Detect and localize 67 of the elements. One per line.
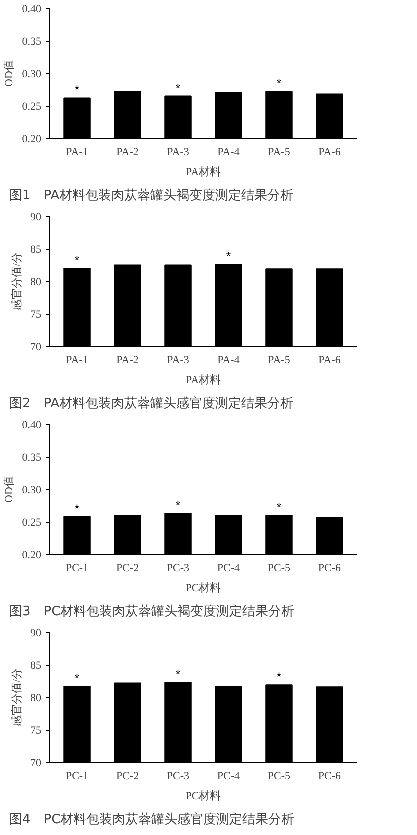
- annotation: *: [276, 76, 282, 91]
- annotation: *: [276, 500, 282, 514]
- x-tick-label: PC-2: [116, 562, 140, 574]
- text: 图4 PC材料包装肉苁蓉罐头感官度测定结果分析: [10, 812, 295, 828]
- y-tick-label: 0.35: [22, 452, 42, 464]
- y-axis-title: 感官分值/分: [10, 668, 24, 727]
- x-axis-title: PC材料: [186, 582, 222, 594]
- x-tick-label: PC-4: [217, 562, 241, 574]
- x-tick-label: PC-2: [116, 770, 140, 782]
- x-tick-label: PC-1: [66, 770, 89, 782]
- x-tick-label: PC-4: [217, 770, 241, 782]
- y-tick-label: 75: [30, 725, 42, 737]
- y-tick-label: 0.20: [22, 134, 42, 146]
- text: 图1 PA材料包装肉苁蓉罐头褐变度测定结果分析: [10, 188, 294, 204]
- annotation: *: [176, 498, 181, 513]
- x-tick-label: PA-5: [268, 354, 291, 366]
- y-tick-label: 0.35: [22, 36, 42, 48]
- y-tick-label: 90: [30, 212, 42, 224]
- annotation: *: [74, 502, 80, 516]
- annotation: *: [74, 254, 80, 268]
- y-axis-title: OD值: [3, 60, 16, 87]
- text: 图2 PA材料包装肉苁蓉罐头感官度测定结果分析: [10, 396, 294, 412]
- annotation: *: [176, 668, 181, 682]
- x-tick-label: PA-3: [167, 354, 190, 366]
- y-tick-label: 80: [30, 692, 42, 704]
- x-tick-label: PC-3: [166, 562, 190, 574]
- x-axis-title: PA材料: [186, 166, 222, 178]
- x-axis-title: PC材料: [186, 790, 222, 802]
- x-tick-label: PA-2: [116, 354, 139, 366]
- y-tick-label: 80: [30, 276, 42, 288]
- y-tick-label: 0.20: [22, 550, 42, 562]
- annotation: *: [226, 250, 232, 264]
- x-tick-label: PA-4: [218, 354, 240, 366]
- y-tick-label: 70: [30, 758, 42, 770]
- y-tick-label: 85: [30, 660, 42, 672]
- text: 图3 PC材料包装肉苁蓉罐头褐变度测定结果分析: [10, 604, 295, 620]
- y-tick-label: 0.25: [22, 517, 42, 529]
- annotation: *: [74, 671, 80, 686]
- y-tick-label: 0.40: [22, 4, 42, 16]
- x-tick-label: PC-1: [66, 562, 89, 574]
- y-tick-label: 75: [30, 309, 42, 321]
- y-tick-label: 0.40: [22, 420, 42, 432]
- x-tick-label: PC-6: [318, 770, 342, 782]
- x-tick-label: PA-6: [318, 354, 342, 366]
- annotation: *: [276, 670, 282, 684]
- y-tick-label: 70: [30, 342, 42, 354]
- annotation: *: [176, 81, 181, 96]
- x-tick-label: PC-3: [166, 770, 190, 782]
- y-tick-label: 0.25: [22, 101, 42, 113]
- y-tick-label: 85: [30, 244, 42, 256]
- x-tick-label: PA-5: [268, 146, 291, 158]
- x-tick-label: PC-6: [318, 562, 342, 574]
- x-tick-label: PA-6: [318, 146, 342, 158]
- x-tick-label: PA-4: [218, 146, 240, 158]
- y-tick-label: 0.30: [22, 484, 42, 496]
- x-tick-label: PA-1: [66, 354, 88, 366]
- x-tick-label: PC-5: [268, 562, 292, 574]
- x-tick-label: PC-5: [268, 770, 292, 782]
- y-axis-title: OD值: [3, 476, 16, 503]
- x-tick-label: PA-2: [116, 146, 139, 158]
- x-tick-label: PA-3: [167, 146, 190, 158]
- y-tick-label: 90: [30, 628, 42, 640]
- y-axis-title: 感官分值/分: [10, 252, 24, 311]
- x-axis-title: PA材料: [186, 374, 222, 386]
- x-tick-label: PA-1: [66, 146, 88, 158]
- y-tick-label: 0.30: [22, 68, 42, 80]
- annotation: *: [74, 83, 80, 98]
